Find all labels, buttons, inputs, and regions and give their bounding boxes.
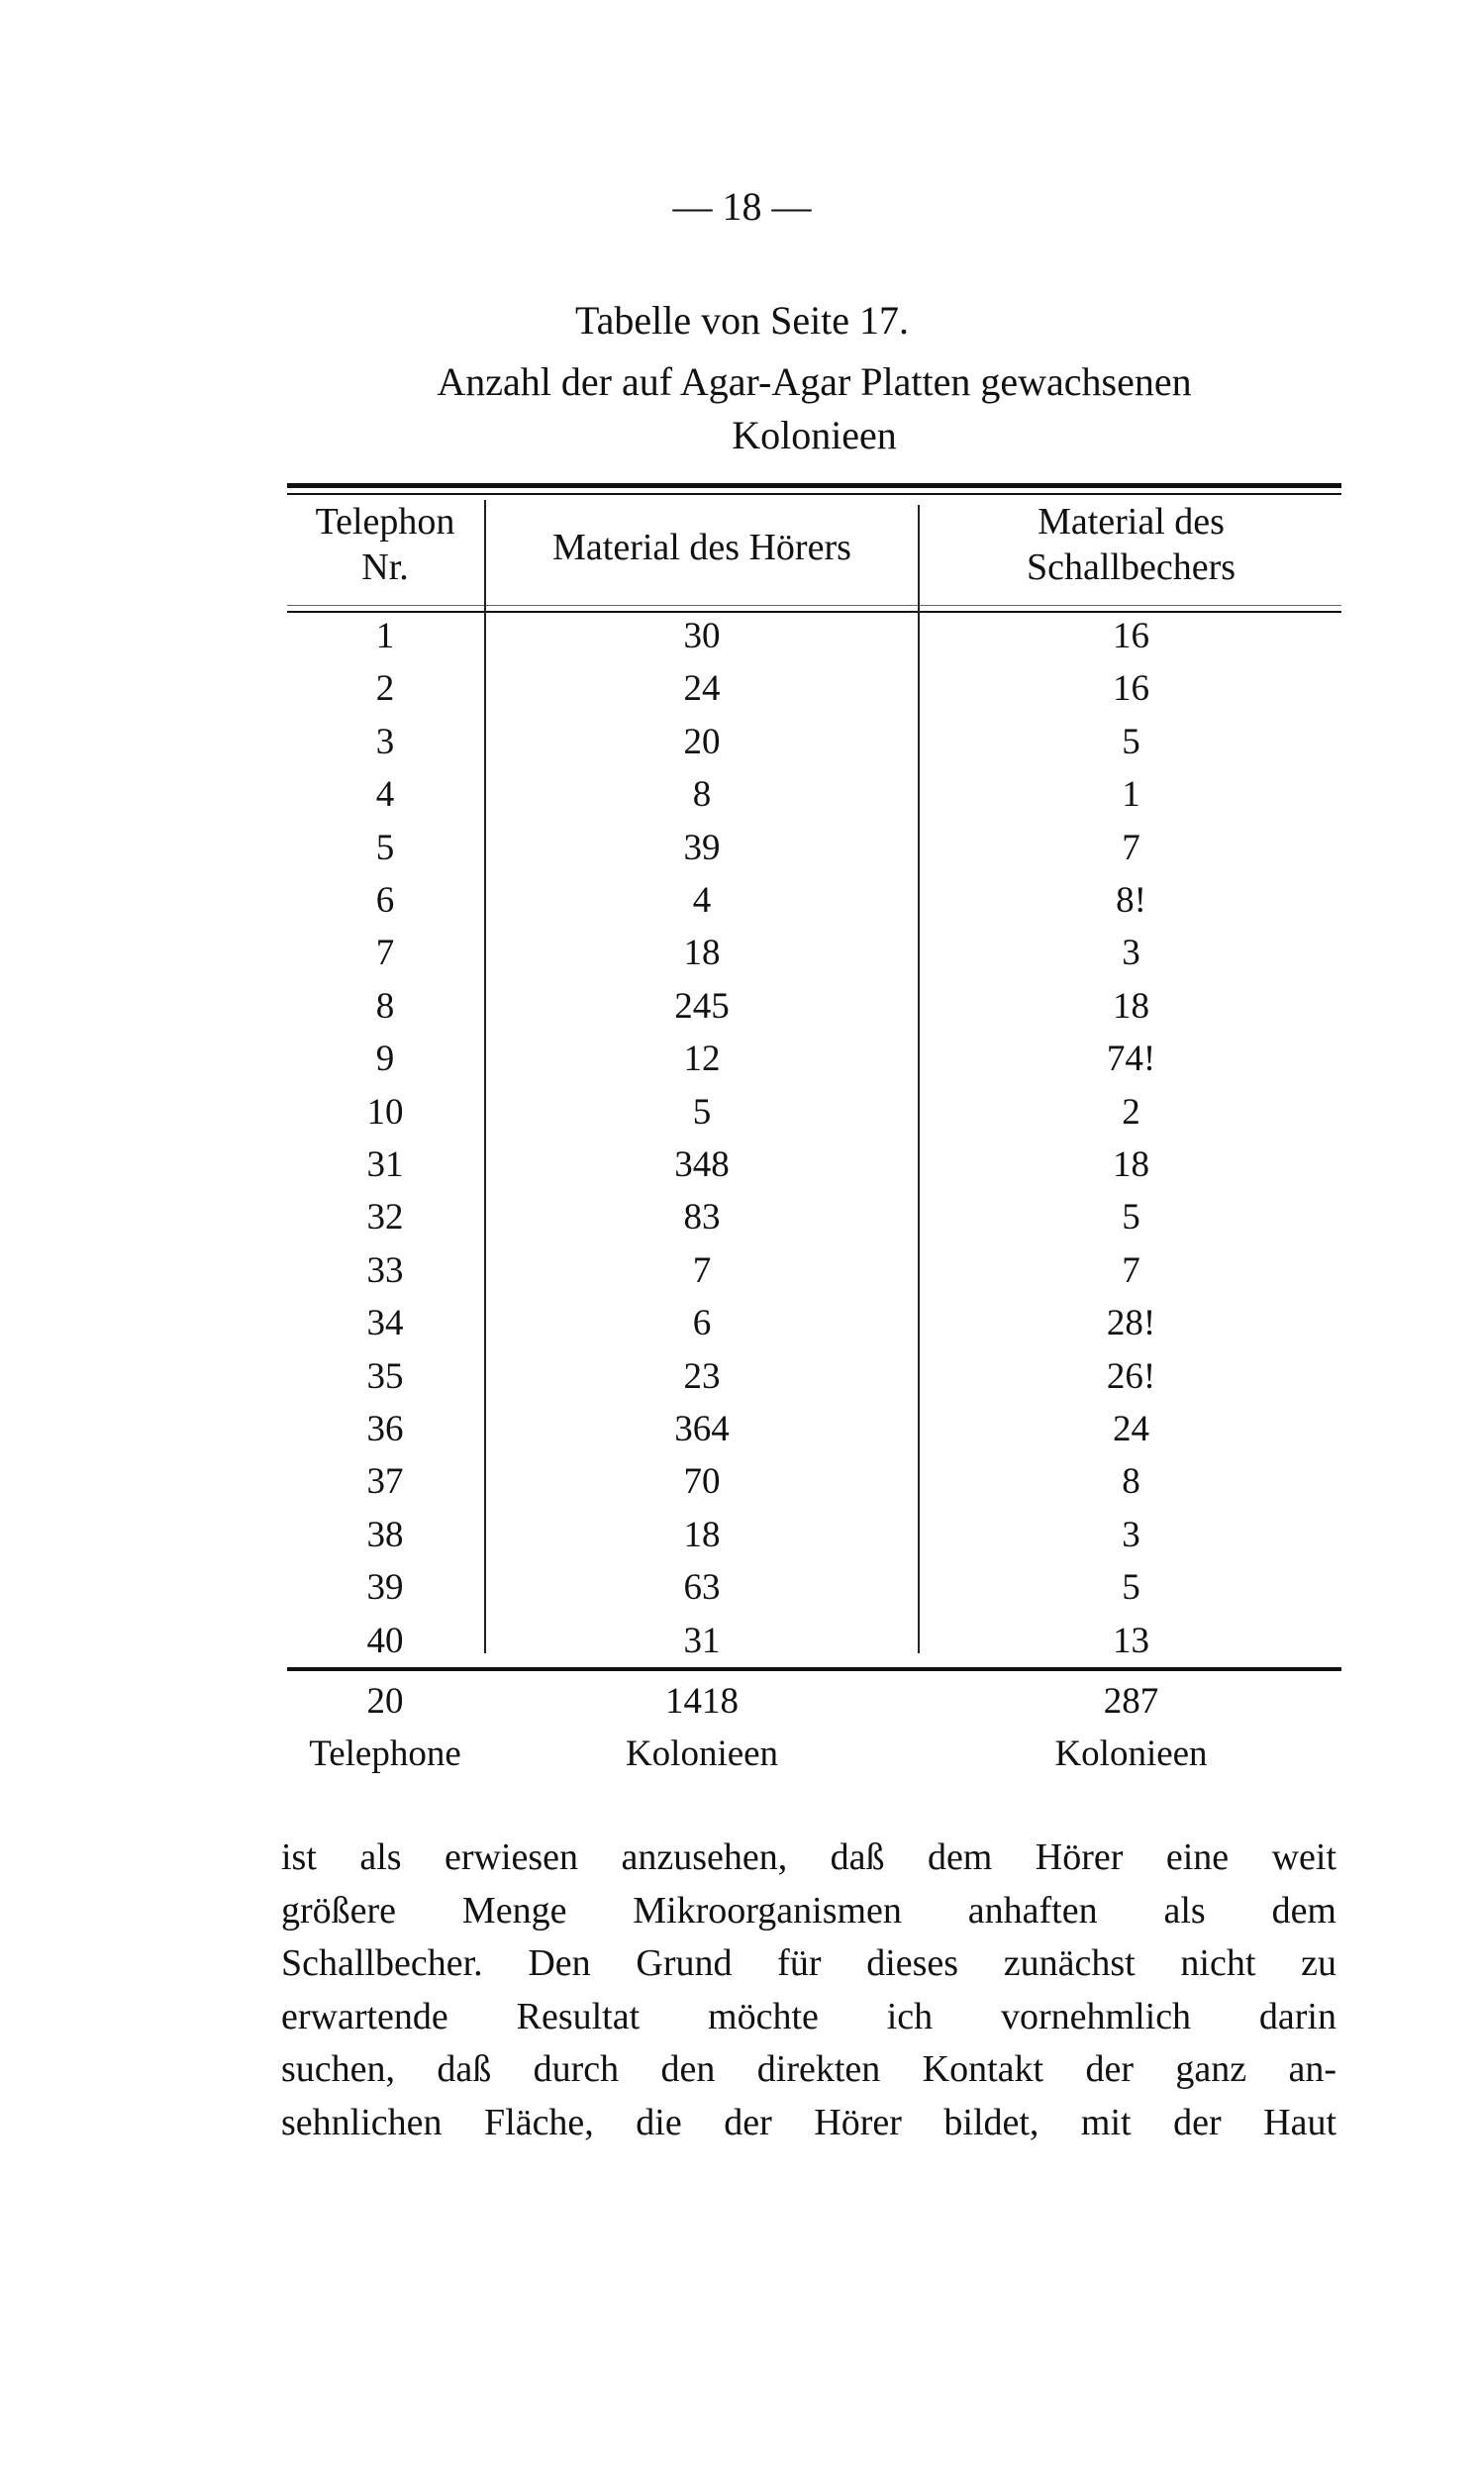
cell-schallbecher: 7 [1122, 1249, 1140, 1291]
paragraph-line: erwartende Resultat möchte ich vornehmli… [281, 1995, 1336, 2037]
cell-hoerer: 18 [683, 1514, 721, 1555]
cell-hoerer: 245 [674, 985, 730, 1027]
cell-schallbecher: 74! [1106, 1039, 1156, 1080]
total-unit-hoerer: Kolonieen [625, 1734, 779, 1774]
cell-hoerer: 12 [683, 1039, 721, 1080]
cell-schallbecher: 28! [1106, 1303, 1156, 1344]
cell-hoerer: 31 [683, 1620, 721, 1661]
table-caption-subtitle: Anzahl der auf Agar-Agar Platten gewachs… [437, 359, 1192, 404]
column-divider-2 [918, 505, 920, 1653]
cell-hoerer: 4 [692, 880, 712, 921]
cell-hoerer: 63 [683, 1567, 721, 1609]
cell-hoerer: 8 [692, 774, 712, 816]
cell-schallbecher: 1 [1122, 774, 1140, 816]
cell-telephon-nr: 3 [375, 721, 395, 762]
cell-schallbecher: 2 [1122, 1091, 1140, 1133]
header-text: Material des [1038, 501, 1225, 543]
cell-schallbecher: 8! [1116, 880, 1146, 921]
total-hoerer: 1418 [665, 1681, 739, 1722]
cell-hoerer: 39 [683, 827, 721, 868]
cell-telephon-nr: 7 [375, 933, 395, 974]
cell-schallbecher: 5 [1122, 721, 1140, 762]
header-text: Nr. [361, 546, 409, 588]
cell-telephon-nr: 4 [375, 774, 395, 816]
cell-hoerer: 5 [692, 1091, 712, 1133]
cell-schallbecher: 5 [1122, 1567, 1140, 1609]
cell-schallbecher: 3 [1122, 933, 1140, 974]
table-top-rule-thin [287, 493, 1341, 495]
paragraph-line: größere Menge Mikroorganismen anhaften a… [281, 1889, 1336, 1932]
cell-telephon-nr: 6 [375, 880, 395, 921]
header-rule-dotted [287, 605, 1341, 606]
cell-schallbecher: 5 [1122, 1197, 1140, 1239]
body-paragraph: ist als erwiesen anzusehen, daß dem Höre… [281, 1832, 1336, 2150]
total-unit-schallbecher: Kolonieen [1054, 1734, 1208, 1774]
paragraph-line: Schallbecher. Den Grund für dieses zunäc… [281, 1942, 1336, 1985]
cell-telephon-nr: 8 [375, 985, 395, 1027]
column-divider-1 [484, 500, 486, 1653]
cell-hoerer: 70 [683, 1461, 721, 1503]
cell-hoerer: 23 [683, 1355, 721, 1397]
cell-telephon-nr: 36 [366, 1409, 404, 1449]
cell-telephon-nr: 2 [375, 668, 395, 710]
cell-telephon-nr: 38 [366, 1514, 404, 1555]
cell-hoerer: 18 [683, 933, 721, 974]
header-material-schallbecher: Material des Schallbechers [921, 499, 1341, 590]
cell-telephon-nr: 34 [366, 1303, 404, 1344]
cell-hoerer: 6 [692, 1303, 712, 1344]
cell-telephon-nr: 35 [366, 1355, 404, 1397]
cell-hoerer: 20 [683, 721, 721, 762]
cell-schallbecher: 24 [1113, 1409, 1149, 1449]
total-telephones: 20 [366, 1681, 404, 1722]
cell-hoerer: 24 [683, 668, 721, 710]
cell-hoerer: 348 [674, 1144, 730, 1185]
cell-schallbecher: 8 [1122, 1461, 1140, 1503]
cell-schallbecher: 16 [1113, 616, 1149, 656]
cell-telephon-nr: 39 [366, 1567, 404, 1609]
cell-hoerer: 364 [674, 1409, 730, 1449]
header-telephon-nr: Telephon Nr. [287, 499, 483, 590]
cell-schallbecher: 18 [1113, 1144, 1149, 1185]
cell-telephon-nr: 9 [375, 1039, 395, 1080]
total-schallbecher: 287 [1103, 1681, 1159, 1722]
cell-schallbecher: 3 [1122, 1514, 1140, 1555]
table-bottom-rule [287, 1667, 1341, 1671]
cell-telephon-nr: 40 [366, 1620, 404, 1661]
header-text: Schallbechers [1026, 546, 1237, 588]
paragraph-line: suchen, daß durch den direkten Kontakt d… [281, 2048, 1336, 2091]
cell-telephon-nr: 37 [366, 1461, 404, 1503]
header-text: Material des Hörers [552, 527, 851, 568]
cell-schallbecher: 18 [1113, 985, 1149, 1027]
cell-telephon-nr: 33 [366, 1249, 404, 1291]
cell-telephon-nr: 31 [366, 1144, 404, 1185]
table-caption-title: Tabelle von Seite 17. [574, 298, 910, 343]
table-caption-subtitle-cont: Kolonieen [732, 413, 897, 457]
cell-hoerer: 83 [683, 1197, 721, 1239]
cell-hoerer: 7 [692, 1249, 712, 1291]
cell-hoerer: 30 [683, 616, 721, 656]
cell-telephon-nr: 5 [375, 827, 395, 868]
header-material-hoerer: Material des Hörers [487, 525, 917, 570]
page-number: — 18 — [672, 184, 812, 229]
cell-schallbecher: 13 [1113, 1620, 1149, 1661]
header-rule [287, 611, 1341, 613]
paragraph-line: ist als erwiesen anzusehen, daß dem Höre… [281, 1836, 1336, 1878]
header-text: Telephon [315, 501, 455, 543]
cell-telephon-nr: 1 [375, 616, 395, 656]
cell-telephon-nr: 10 [366, 1091, 404, 1133]
cell-schallbecher: 26! [1106, 1355, 1156, 1397]
paragraph-line: sehnlichen Fläche, die der Hörer bildet,… [281, 2101, 1336, 2143]
table-top-rule-thick [287, 483, 1341, 488]
cell-schallbecher: 7 [1122, 827, 1140, 868]
cell-telephon-nr: 32 [366, 1197, 404, 1239]
cell-schallbecher: 16 [1113, 668, 1149, 710]
total-unit-telephone: Telephone [309, 1734, 461, 1774]
